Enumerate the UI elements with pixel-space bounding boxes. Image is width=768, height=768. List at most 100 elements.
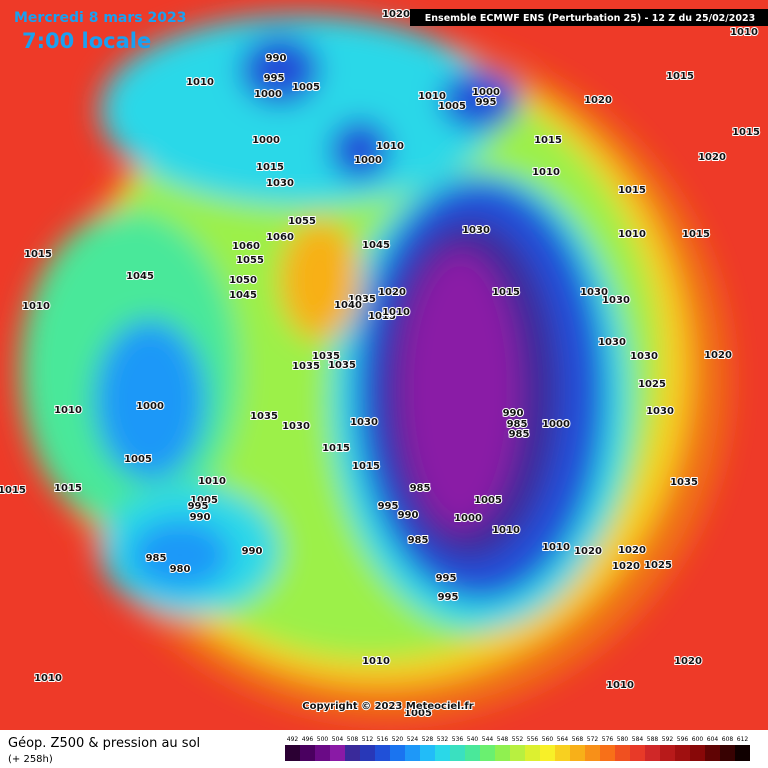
pressure-label: 1010 (186, 77, 214, 88)
field-name: Géop. Z500 & pression au sol (8, 736, 200, 751)
pressure-label: 1000 (472, 87, 500, 98)
pressure-label: 1015 (352, 461, 380, 472)
scale-swatch (345, 745, 360, 761)
lead-time: (+ 258h) (8, 754, 53, 765)
pressure-label: 1030 (282, 421, 310, 432)
pressure-label: 995 (188, 501, 209, 512)
scale-swatch (420, 745, 435, 761)
pressure-label: 1015 (534, 135, 562, 146)
pressure-label: 1010 (22, 301, 50, 312)
field (20, 15, 730, 720)
pressure-label: 990 (266, 53, 287, 64)
pressure-label: 1020 (574, 546, 602, 557)
pressure-label: 1045 (126, 271, 154, 282)
pressure-label: 1045 (362, 240, 390, 251)
scale-label: 600 (692, 736, 704, 743)
scale-swatch (285, 745, 300, 761)
scale-label: 552 (512, 736, 524, 743)
pressure-label: 1005 (292, 82, 320, 93)
scale-swatch (705, 745, 720, 761)
scale-label: 492 (287, 736, 299, 743)
pressure-label: 990 (190, 512, 211, 523)
scale-swatch (585, 745, 600, 761)
scale-label: 540 (467, 736, 479, 743)
scale-label: 532 (437, 736, 449, 743)
pressure-label: 995 (436, 573, 457, 584)
pressure-label: 1005 (124, 454, 152, 465)
scale-label: 536 (452, 736, 464, 743)
pressure-label: 1010 (542, 542, 570, 553)
pressure-label: 1015 (24, 249, 52, 260)
scale-label: 512 (362, 736, 374, 743)
scale-label: 604 (707, 736, 719, 743)
scale-swatch (450, 745, 465, 761)
pressure-label: 1035 (670, 477, 698, 488)
pressure-label: 1040 (334, 300, 362, 311)
scale-label: 528 (422, 736, 434, 743)
scale-label: 564 (557, 736, 569, 743)
copyright: Copyright © 2023 Meteociel.fr (302, 701, 473, 712)
pressure-label: 1030 (630, 351, 658, 362)
pressure-label: 1005 (190, 495, 218, 506)
pressure-label: 1000 (252, 135, 280, 146)
pressure-label: 995 (264, 73, 285, 84)
pressure-label: 1015 (0, 485, 26, 496)
scale-label: 568 (572, 736, 584, 743)
date-title: Mercredi 8 mars 2023 (14, 10, 186, 26)
pressure-label: 990 (503, 408, 524, 419)
pressure-label: 1010 (34, 673, 62, 684)
pressure-label: 1020 (378, 287, 406, 298)
pressure-label: 1010 (362, 656, 390, 667)
pressure-label: 1020 (618, 545, 646, 556)
scale-label: 580 (617, 736, 629, 743)
scale-swatch (735, 745, 750, 761)
pressure-label: 990 (398, 510, 419, 521)
scale-swatch (435, 745, 450, 761)
pressure-label: 1030 (350, 417, 378, 428)
scale-label: 508 (347, 736, 359, 743)
scale-label: 584 (632, 736, 644, 743)
pressure-label: 980 (170, 564, 191, 575)
pressure-label: 1015 (666, 71, 694, 82)
pressure-label: 1020 (704, 350, 732, 361)
scale-label: 524 (407, 736, 419, 743)
pressure-label: 1010 (606, 680, 634, 691)
pressure-label: 1000 (136, 401, 164, 412)
pressure-label: 1035 (348, 294, 376, 305)
pressure-label: 1050 (229, 275, 257, 286)
scale-swatch (465, 745, 480, 761)
pressure-label: 1025 (638, 379, 666, 390)
scale-swatch (480, 745, 495, 761)
scale-swatch (330, 745, 345, 761)
pressure-label: 1020 (674, 656, 702, 667)
scale-swatch (690, 745, 705, 761)
pressure-label: 995 (378, 501, 399, 512)
color-scale: 492 496 500 504 508 512 516 520 524 528 532 536 540 5… (285, 736, 750, 761)
pressure-label: 1045 (229, 290, 257, 301)
scale-swatch (660, 745, 675, 761)
scale-swatch (600, 745, 615, 761)
pressure-label: 985 (507, 419, 528, 430)
scale-swatch (570, 745, 585, 761)
pressure-label: 995 (476, 97, 497, 108)
pressure-label: 1010 (382, 307, 410, 318)
scale-label: 520 (392, 736, 404, 743)
scale-label: 588 (647, 736, 659, 743)
pressure-label: 1030 (462, 225, 490, 236)
pressure-label: 1000 (354, 155, 382, 166)
pressure-label: 1015 (682, 229, 710, 240)
pressure-label: 1000 (542, 419, 570, 430)
scale-label: 592 (662, 736, 674, 743)
pressure-label: 1035 (292, 361, 320, 372)
scale-label: 544 (482, 736, 494, 743)
scale-swatch (555, 745, 570, 761)
pressure-label: 1015 (322, 443, 350, 454)
pressure-label: 1010 (532, 167, 560, 178)
scale-swatch (675, 745, 690, 761)
pressure-label: 1020 (612, 561, 640, 572)
pressure-label: 1010 (418, 91, 446, 102)
pressure-label: 1030 (602, 295, 630, 306)
scale-label: 560 (542, 736, 554, 743)
scale-swatch (390, 745, 405, 761)
